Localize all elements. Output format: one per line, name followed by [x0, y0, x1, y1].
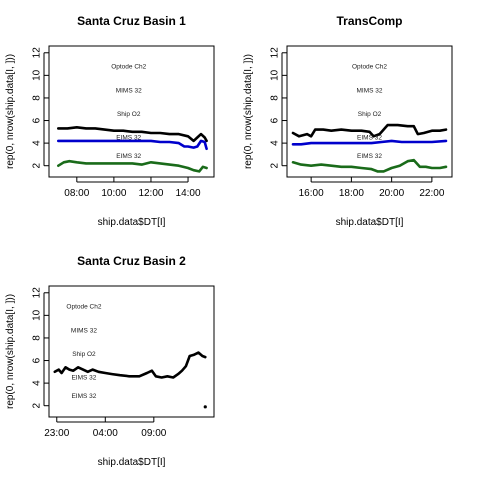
- y-tick-label: 6: [270, 117, 281, 123]
- series-line: [57, 126, 208, 143]
- series-line: [57, 139, 208, 151]
- annotation-label: EIMS 32: [116, 153, 141, 160]
- x-axis-label: ship.data$DT[I]: [98, 217, 166, 228]
- y-axis-label: rep(0, nrow(ship.data[I, ])): [5, 54, 16, 169]
- annotation-label: Optode Ch2: [66, 304, 101, 311]
- y-tick-label: 4: [270, 140, 281, 146]
- y-tick-label: 12: [32, 47, 43, 59]
- annotation-label: EIMS 32: [357, 153, 382, 160]
- x-tick-label: 09:00: [141, 428, 166, 439]
- chart-panel-2: TransComp ship.data$DT[I] rep(0, nrow(ship…: [243, 14, 453, 228]
- x-tick-label: 10:00: [101, 188, 126, 199]
- annotation-label: Ship O2: [72, 351, 96, 358]
- chart-panel-3: Santa Cruz Basin 2 ship.data$DT[I] rep(0, …: [5, 254, 215, 468]
- x-tick-label: 04:00: [93, 428, 118, 439]
- y-tick-label: 8: [270, 95, 281, 101]
- annotation-label: EIMS 32: [71, 375, 96, 382]
- chart-panel-1: Santa Cruz Basin 1 ship.data$DT[I] rep(0, …: [5, 14, 215, 228]
- annotation-label: EIMS 32: [71, 393, 96, 400]
- plot-frame: [286, 45, 453, 178]
- y-tick-label: 10: [270, 69, 281, 81]
- series-line: [291, 139, 448, 146]
- y-tick-label: 10: [32, 69, 43, 81]
- y-tick-label: 8: [32, 95, 43, 101]
- x-tick-label: 23:00: [44, 428, 69, 439]
- data-point: [203, 405, 207, 409]
- x-axis-label: ship.data$DT[I]: [98, 457, 166, 468]
- x-tick-label: 12:00: [138, 188, 163, 199]
- series-line: [291, 158, 448, 173]
- annotation-label: Ship O2: [358, 111, 382, 118]
- series-line: [53, 351, 207, 379]
- annotation-label: EIMS 32: [116, 135, 141, 142]
- annotation-label: MIMS 32: [116, 87, 142, 94]
- y-tick-label: 8: [32, 335, 43, 341]
- x-tick-label: 18:00: [339, 188, 364, 199]
- y-tick-label: 10: [32, 309, 43, 321]
- y-tick-label: 2: [270, 162, 281, 168]
- annotation-label: MIMS 32: [71, 327, 97, 334]
- annotation-label: Ship O2: [117, 111, 141, 118]
- chart-title: Santa Cruz Basin 2: [77, 254, 186, 268]
- chart-title: Santa Cruz Basin 1: [77, 14, 186, 28]
- y-tick-label: 2: [32, 162, 43, 168]
- y-tick-label: 6: [32, 117, 43, 123]
- series-line: [291, 123, 448, 138]
- chart-title: TransComp: [336, 14, 402, 28]
- y-tick-label: 12: [32, 287, 43, 299]
- x-tick-label: 14:00: [176, 188, 201, 199]
- y-axis-label: rep(0, nrow(ship.data[I, ])): [243, 54, 254, 169]
- annotation-label: EIMS 32: [357, 135, 382, 142]
- plot-frame: [48, 45, 215, 178]
- x-axis-label: ship.data$DT[I]: [336, 217, 404, 228]
- y-tick-label: 12: [270, 47, 281, 59]
- y-tick-label: 2: [32, 402, 43, 408]
- x-tick-label: 22:00: [419, 188, 444, 199]
- series-line: [57, 159, 208, 173]
- annotation-label: Optode Ch2: [352, 64, 387, 71]
- x-tick-label: 08:00: [64, 188, 89, 199]
- annotation-label: MIMS 32: [356, 87, 382, 94]
- y-axis-label: rep(0, nrow(ship.data[I, ])): [5, 294, 16, 409]
- y-tick-label: 4: [32, 140, 43, 146]
- annotation-label: Optode Ch2: [111, 64, 146, 71]
- y-tick-label: 4: [32, 380, 43, 386]
- x-tick-label: 20:00: [379, 188, 404, 199]
- plot-frame: [48, 285, 215, 418]
- y-tick-label: 6: [32, 357, 43, 363]
- x-tick-label: 16:00: [299, 188, 324, 199]
